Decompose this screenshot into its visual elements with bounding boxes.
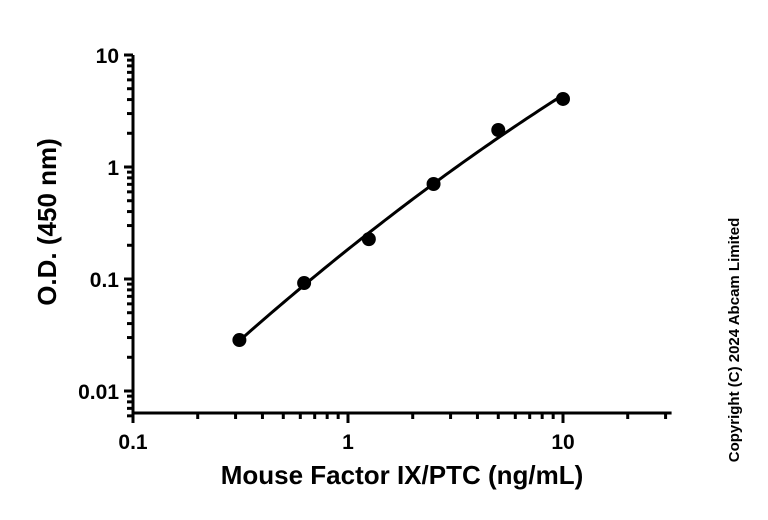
- fit-line: [238, 93, 564, 342]
- data-points: [232, 91, 570, 348]
- x-tick-label: 10: [551, 431, 574, 454]
- data-point: [232, 333, 247, 348]
- y-tick-label: 0.1: [90, 269, 120, 292]
- y-tick-label: 10: [96, 45, 119, 68]
- data-point: [491, 122, 506, 137]
- x-tick-label: 0.1: [118, 431, 148, 454]
- copyright-notice: Copyright (C) 2024 Abcam Limited: [726, 218, 743, 462]
- x-tick-label: 1: [342, 431, 354, 454]
- y-axis-title: O.D. (450 nm): [32, 138, 62, 306]
- x-axis-title: Mouse Factor IX/PTC (ng/mL): [221, 460, 584, 490]
- data-point: [556, 91, 570, 106]
- y-tick-label: 1: [107, 157, 119, 180]
- axes: 0.01 0.1 1 10 0.1 1 10: [78, 45, 672, 454]
- fit-curve: [238, 93, 564, 342]
- data-point: [361, 232, 376, 247]
- data-point: [426, 177, 441, 192]
- data-point: [297, 276, 312, 291]
- y-tick-label: 0.01: [78, 381, 119, 404]
